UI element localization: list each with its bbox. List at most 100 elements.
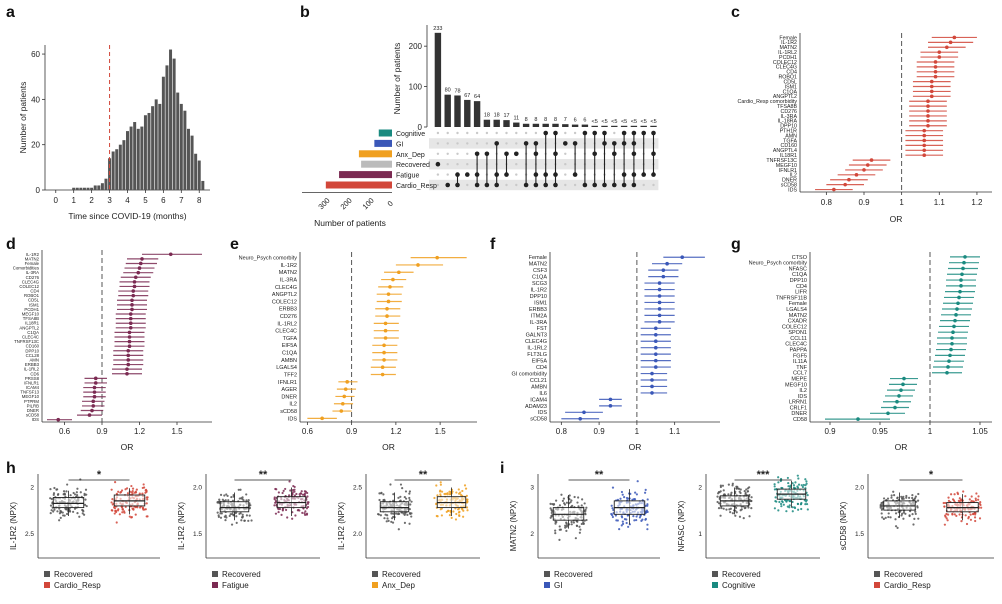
row-label: PCDH1 <box>779 55 797 61</box>
jitter-point <box>791 500 794 504</box>
jitter-point <box>743 489 746 493</box>
or-point <box>126 358 131 362</box>
jitter-point <box>397 496 400 499</box>
or-point <box>926 99 930 104</box>
y-tick-label: 2 <box>698 485 702 492</box>
row-label: PTH1R <box>780 129 798 135</box>
x-tick-label: 5 <box>143 196 148 205</box>
matrix-dot <box>515 183 518 187</box>
jitter-point <box>238 512 241 515</box>
jitter-point <box>620 515 623 518</box>
jitter-point <box>577 505 580 508</box>
jitter-point <box>554 532 557 535</box>
or-point <box>933 69 938 74</box>
jitter-point <box>800 484 803 487</box>
legend-swatch <box>712 582 718 588</box>
intersection-bar <box>650 125 657 127</box>
or-point <box>126 353 131 358</box>
jitter-point <box>465 501 469 504</box>
set-size-bar <box>358 150 392 158</box>
jitter-point <box>717 507 721 510</box>
or-point <box>961 266 965 271</box>
jitter-point <box>564 524 567 527</box>
row-label: ANGPTL2 <box>773 94 797 100</box>
jitter-point <box>750 496 753 499</box>
jitter-point <box>397 528 400 531</box>
jitter-point <box>746 487 750 490</box>
or-point <box>832 187 836 192</box>
jitter-point <box>464 487 468 490</box>
row-label: ERBB3 <box>25 362 40 367</box>
row-label: ISM1 <box>785 84 797 90</box>
matrix-dot <box>436 131 440 135</box>
jitter-point <box>913 498 916 501</box>
jitter-point <box>779 477 783 481</box>
jitter-point <box>773 485 776 488</box>
jitter-point <box>804 478 807 481</box>
jitter-point <box>911 496 914 500</box>
jitter-point <box>274 500 278 504</box>
jitter-point <box>83 494 86 497</box>
jitter-point <box>917 492 920 496</box>
matrix-dot <box>485 142 489 145</box>
row-label: TFF2 <box>284 372 297 378</box>
row-label: ADAM23 <box>525 404 547 410</box>
hist-bar <box>82 187 86 190</box>
or-point <box>922 133 927 138</box>
intersection-value-label: 11 <box>513 116 519 122</box>
matrix-dot <box>515 163 518 166</box>
jitter-point <box>716 492 720 495</box>
jitter-point <box>223 494 226 497</box>
or-point <box>342 394 347 399</box>
jitter-point <box>399 483 403 486</box>
jitter-point <box>565 522 568 525</box>
jitter-point <box>969 513 972 516</box>
jitter-point <box>305 512 309 515</box>
matrix-dot <box>456 163 459 166</box>
or-point <box>127 344 132 348</box>
jitter-point <box>774 496 777 499</box>
jitter-point <box>295 492 298 496</box>
matrix-dot <box>613 131 616 135</box>
jitter-point <box>410 500 413 503</box>
or-point <box>87 413 92 417</box>
jitter-point <box>142 483 145 486</box>
jitter-point <box>291 489 295 492</box>
intersection-value-label: 78 <box>454 88 460 94</box>
row-label: C1QA <box>27 330 39 335</box>
jitter-point <box>436 515 439 518</box>
jitter-point <box>241 497 244 501</box>
jitter-point <box>644 518 647 521</box>
or-point <box>391 277 395 282</box>
row-label: IL-3RA <box>530 320 547 326</box>
jitter-point <box>977 498 980 501</box>
set-label: Cardio_Resp <box>396 183 437 190</box>
row-label: Cardio_Resp comorbidity <box>738 99 798 105</box>
legend-swatch <box>544 571 550 577</box>
matrix-dot <box>446 131 449 135</box>
jitter-point <box>234 512 237 515</box>
x-axis-label: OR <box>895 442 908 452</box>
row-label: CD276 <box>781 109 798 115</box>
significance-stars: * <box>97 469 102 481</box>
jitter-point <box>50 509 53 512</box>
jitter-point <box>894 518 897 521</box>
row-label: TFSA8B <box>777 104 797 110</box>
jitter-point <box>247 519 250 522</box>
row-label: IL2 <box>799 388 807 394</box>
jitter-point <box>439 493 442 496</box>
jitter-point <box>130 484 133 488</box>
jitter-point <box>291 491 294 494</box>
jitter-point <box>719 485 722 489</box>
jitter-point <box>791 482 794 485</box>
jitter-point <box>114 509 117 513</box>
or-point <box>133 275 138 280</box>
or-point <box>130 303 134 307</box>
row-label: AMBN <box>531 384 547 390</box>
jitter-point <box>144 491 147 494</box>
or-point <box>386 292 391 296</box>
matrix-dot <box>436 173 440 176</box>
jitter-point <box>719 514 722 517</box>
x-tick-label: 0.6 <box>302 427 314 436</box>
jitter-point <box>974 499 978 502</box>
